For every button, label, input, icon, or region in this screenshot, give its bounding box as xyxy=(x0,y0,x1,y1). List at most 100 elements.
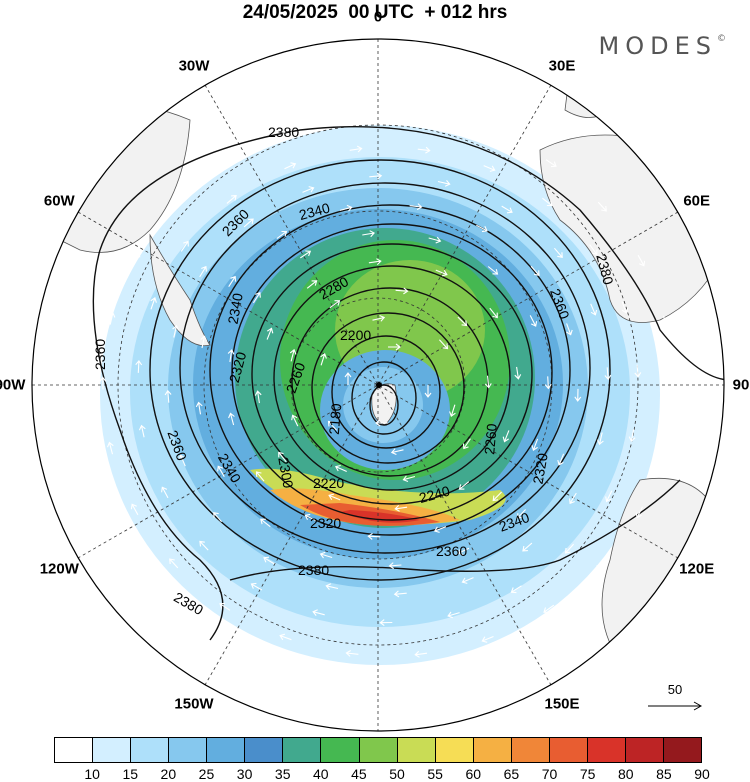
colorbar-box xyxy=(321,738,360,762)
wind-arrow xyxy=(349,145,363,153)
colorbar-tick-label: 20 xyxy=(160,766,177,782)
colorbar-tick-label: 40 xyxy=(313,766,329,782)
wind-arrow xyxy=(362,230,375,238)
wind-arrow xyxy=(312,609,325,616)
wind-arrow xyxy=(388,562,402,570)
wind-arrow xyxy=(564,543,575,554)
wind-arrow xyxy=(138,424,146,438)
wind-arrow xyxy=(553,247,563,258)
colorbar-box xyxy=(473,738,512,762)
colorbar-box xyxy=(131,738,170,762)
wind-arrow xyxy=(284,162,297,170)
longitude-label: 0 xyxy=(373,8,383,26)
colorbar-tick-label: 25 xyxy=(198,766,215,782)
wind-arrow xyxy=(217,465,225,477)
wind-arrow xyxy=(254,390,262,404)
colorbar-tick-label: 60 xyxy=(465,766,482,782)
colorbar-box xyxy=(587,738,626,762)
wind-arrow xyxy=(306,280,318,289)
wind-arrow xyxy=(621,301,629,314)
wind-arrow xyxy=(409,203,423,211)
colorbar-box xyxy=(283,738,322,762)
longitude-label: 90E xyxy=(732,376,750,394)
wind-arrow xyxy=(484,375,492,389)
wind-arrow xyxy=(199,540,209,551)
wind-arrow xyxy=(510,585,522,594)
wind-arrow xyxy=(637,254,646,267)
wind-arrow xyxy=(669,380,677,394)
wind-arrow xyxy=(367,532,381,540)
wind-arrow xyxy=(221,157,233,166)
wind-arrow xyxy=(662,315,670,329)
contour-label: 2320 xyxy=(226,350,250,384)
graticule xyxy=(32,39,724,731)
longitude-label: 30W xyxy=(178,57,210,75)
wind-arrow xyxy=(529,315,538,327)
colorbar-tick-label: 10 xyxy=(84,766,100,782)
colorbar-tick-label: 45 xyxy=(351,766,367,782)
contour-label: 2320 xyxy=(530,452,551,486)
wind-arrow xyxy=(334,464,347,473)
wind-arrow xyxy=(325,583,339,590)
wind-arrow xyxy=(544,376,552,390)
wind-arrow xyxy=(438,339,449,350)
wind-arrow xyxy=(133,251,141,264)
colorbar-tick-label: 70 xyxy=(541,766,558,782)
wind-arrow xyxy=(531,438,539,451)
wind-arrow xyxy=(161,486,169,499)
wind-arrow xyxy=(569,492,577,505)
longitude-label: 60E xyxy=(683,192,711,210)
wind-arrow xyxy=(522,542,533,552)
longitude-label: 120E xyxy=(679,560,715,578)
wind-arrow xyxy=(605,490,613,503)
wind-arrow xyxy=(542,197,553,207)
longitude-label: 60W xyxy=(43,192,75,210)
wind-arrow xyxy=(263,556,275,565)
wind-arrow xyxy=(483,165,496,172)
colorbar-box xyxy=(435,738,474,762)
colorbar-tick-label: 50 xyxy=(389,766,405,782)
wind-arrow xyxy=(369,172,383,180)
wind-arrow xyxy=(489,307,498,319)
wind-arrow xyxy=(255,471,265,482)
wind-arrow xyxy=(228,412,235,426)
contour-label: 2340 xyxy=(225,292,246,326)
longitude-label: 150W xyxy=(174,695,214,713)
reference-vector-value: 50 xyxy=(667,682,683,697)
wind-arrow xyxy=(150,297,157,310)
contour-label: 2340 xyxy=(297,200,331,224)
wind-arrow xyxy=(487,266,499,275)
colorbar-box xyxy=(664,738,702,762)
wind-arrow xyxy=(344,372,352,385)
wind-arrow xyxy=(595,560,605,572)
colorbar-tick-label: 65 xyxy=(503,766,520,782)
wind-arrow xyxy=(278,451,287,463)
contour-labels: 2380 2380 2380 2380 2360 2360 2360 2360 … xyxy=(92,124,617,618)
colorbar-box xyxy=(169,738,208,762)
colorbar-tick-label: 35 xyxy=(274,766,291,782)
wind-arrow xyxy=(604,367,612,381)
contour-label: 2300 xyxy=(275,456,296,490)
wind-arrow xyxy=(402,475,416,483)
wind-arrow xyxy=(213,512,223,523)
contour-label: 2360 xyxy=(92,339,108,370)
wind-arrow xyxy=(291,414,299,427)
wind-arrow xyxy=(590,303,598,316)
colorbar-tick-label: 15 xyxy=(122,766,139,782)
wind-arrow xyxy=(449,404,456,417)
wind-arrow xyxy=(457,316,468,327)
wind-arrow xyxy=(375,419,388,427)
contour-label: 2240 xyxy=(417,483,451,507)
wind-arrow xyxy=(228,275,237,287)
wind-arrow xyxy=(514,366,522,380)
wind-arrow xyxy=(108,312,116,325)
colorbar-box xyxy=(55,738,94,762)
wind-arrow xyxy=(390,448,404,456)
wind-arrow xyxy=(437,180,451,187)
wind-arrow xyxy=(545,159,557,168)
wind-arrow xyxy=(180,240,189,252)
wind-arrow xyxy=(348,112,362,120)
contour-label: 2200 xyxy=(340,327,371,343)
wind-arrow xyxy=(481,635,494,643)
